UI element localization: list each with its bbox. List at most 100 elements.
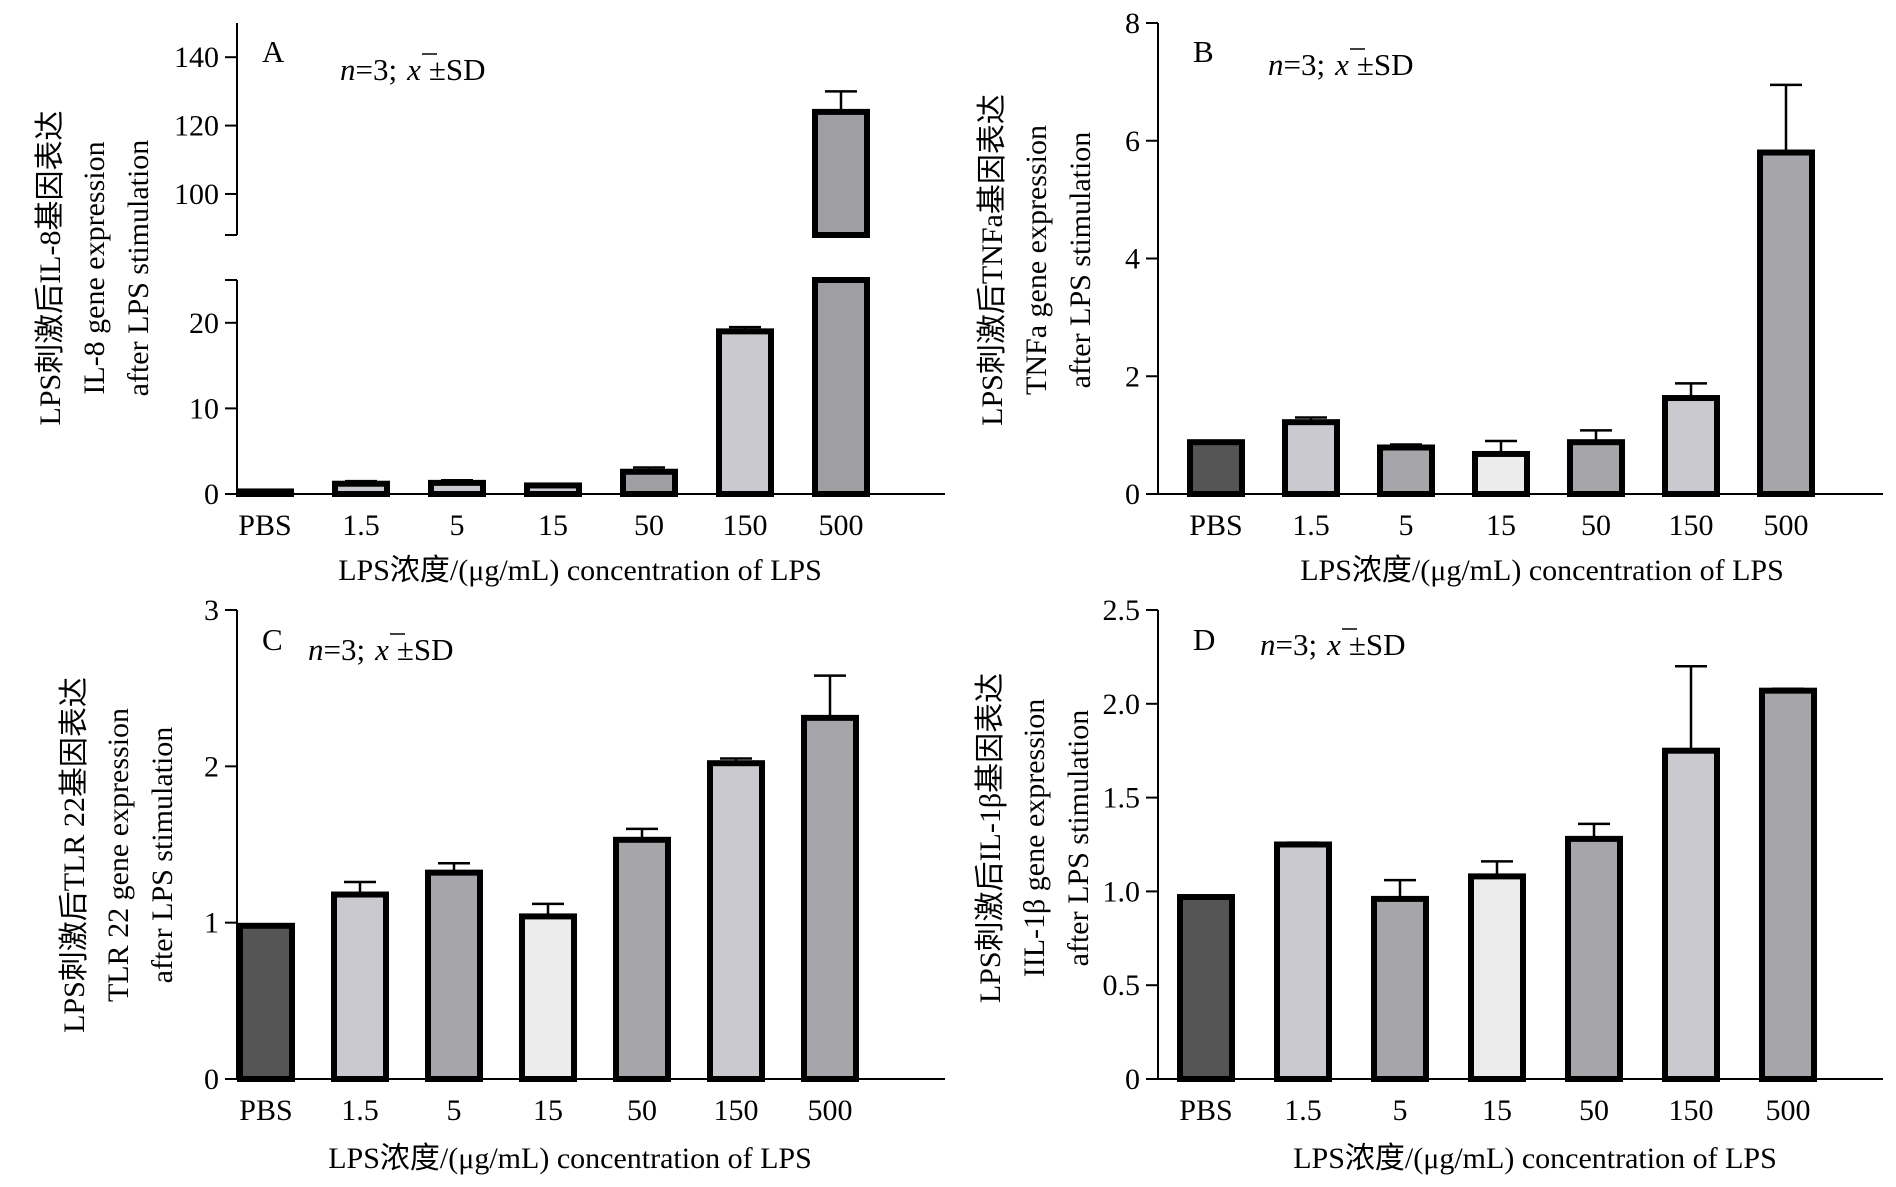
y-tick-label: 10: [189, 392, 219, 425]
x-tick-label: 15: [1486, 509, 1516, 542]
panel-letter: D: [1193, 622, 1215, 657]
y-axis-title-line: after LPS stimulation: [122, 140, 155, 397]
x-tick-label: 50: [1579, 1094, 1609, 1127]
y-tick-label: 100: [174, 178, 219, 211]
y-axis-title-line: after LPS stimulation: [1064, 132, 1097, 389]
y-tick-label: 4: [1125, 243, 1140, 276]
x-axis-title: LPS浓度/(μg/mL) concentration of LPS: [338, 554, 822, 587]
x-tick-label: 150: [714, 1094, 759, 1127]
bar: [812, 277, 870, 497]
stat-note-n: n: [340, 52, 356, 87]
x-tick-label: 5: [447, 1094, 462, 1127]
y-tick-label: 1: [204, 907, 219, 940]
bar: [1377, 444, 1435, 497]
stat-note-mean: x: [374, 632, 389, 667]
x-tick-label: 5: [1393, 1094, 1408, 1127]
x-tick-label: 1.5: [1292, 509, 1330, 542]
x-tick-label: 15: [538, 509, 568, 542]
y-tick-label: 0: [204, 478, 219, 511]
chart-panel-b: 0 2 4 6 8 PBS 1.5 5 15 50 150 500 B n=3; x ±SD LPS刺激后TNF…: [976, 7, 1883, 587]
panel-letter: A: [262, 34, 285, 69]
x-tick-label: PBS: [238, 509, 291, 542]
x-tick-label: 50: [627, 1094, 657, 1127]
bar: [1662, 395, 1720, 497]
y-tick-label: 8: [1125, 7, 1140, 40]
stat-note-n: n: [1260, 627, 1276, 662]
y-tick-label: 20: [189, 307, 219, 340]
y-tick-label: 0: [1125, 478, 1140, 511]
bar: [812, 108, 870, 238]
stat-note-count: =3;: [324, 632, 366, 667]
y-tick-label: 1.5: [1103, 782, 1141, 815]
x-tick-label: 500: [808, 1094, 853, 1127]
stat-note-count: =3;: [1276, 627, 1318, 662]
y-axis-title-line: LPS刺激后IL-1β基因表达: [974, 673, 1007, 1003]
bar: [1274, 841, 1332, 1082]
bar: [613, 836, 671, 1082]
bar: [801, 714, 859, 1082]
bar: [1187, 439, 1245, 498]
y-tick-label: 1.0: [1103, 875, 1141, 908]
stat-note: n=3; x ±SD: [1260, 627, 1406, 662]
bar: [1567, 439, 1625, 498]
x-tick-label: PBS: [1189, 509, 1242, 542]
y-axis-title-line: LPS刺激后TNFa基因表达: [976, 94, 1009, 426]
bar: [425, 869, 483, 1083]
x-tick-label: 1.5: [1284, 1094, 1322, 1127]
bar: [1371, 895, 1429, 1082]
stat-note-n: n: [308, 632, 324, 667]
y-axis-title-line: LPS刺激后IL-8基因表达: [34, 111, 67, 426]
bar: [1759, 687, 1817, 1083]
stat-note-sd: ±SD: [1349, 627, 1406, 662]
x-tick-label: 5: [450, 509, 465, 542]
x-tick-label: 150: [1669, 1094, 1714, 1127]
x-tick-label: 150: [723, 509, 768, 542]
bar: [332, 480, 390, 497]
bar: [716, 328, 774, 497]
bar: [519, 913, 577, 1082]
y-axis-title-line: TLR 22 gene expression: [102, 708, 135, 1002]
panel-letter: B: [1193, 34, 1214, 69]
x-tick-label: PBS: [1179, 1094, 1232, 1127]
stat-note-mean: x: [406, 52, 421, 87]
stat-note-count: =3;: [356, 52, 398, 87]
y-axis-title-line: LPS刺激后TLR 22基因表达: [58, 677, 91, 1033]
y-tick-label: 6: [1125, 125, 1140, 158]
bar: [1757, 149, 1815, 497]
stat-note-sd: ±SD: [1357, 47, 1414, 82]
bar: [707, 760, 765, 1082]
y-tick-label: 140: [174, 41, 219, 74]
x-tick-label: 5: [1399, 509, 1414, 542]
x-tick-label: 500: [1764, 509, 1809, 542]
bar: [524, 482, 582, 498]
panel-letter: C: [262, 622, 283, 657]
bar: [428, 479, 486, 498]
y-tick-label: 0: [204, 1063, 219, 1096]
x-tick-label: 15: [533, 1094, 563, 1127]
x-tick-label: 150: [1669, 509, 1714, 542]
stat-note: n=3; x ±SD: [340, 52, 486, 87]
x-axis-title: LPS浓度/(μg/mL) concentration of LPS: [328, 1142, 812, 1175]
bar: [1177, 894, 1235, 1083]
stat-note-mean: x: [1334, 47, 1349, 82]
chart-panel-d: 0 0.5 1.0 1.5 2.0 2.5 PBS 1.5 5 15 50 150 500 D n=3; x ±…: [974, 594, 1883, 1175]
y-axis-title-line: after LPS stimulation: [146, 727, 179, 984]
x-tick-label: 1.5: [342, 509, 380, 542]
x-tick-label: 500: [819, 509, 864, 542]
chart-panel-a: 0 10 20 100 120 140 PBS 1.5 5 15 50 150 500 An=3; x ±SD…: [34, 23, 945, 587]
y-axis-title-line: after LPS stimulation: [1062, 710, 1095, 967]
x-tick-label: PBS: [239, 1094, 292, 1127]
y-tick-label: 2.5: [1103, 594, 1141, 627]
stat-note-count: =3;: [1284, 47, 1326, 82]
bar: [1565, 835, 1623, 1083]
y-tick-label: 0.5: [1103, 969, 1141, 1002]
bar: [1468, 873, 1526, 1083]
x-tick-label: 15: [1482, 1094, 1512, 1127]
bar: [620, 468, 678, 497]
y-axis-title-line: IIL-1β gene expression: [1018, 699, 1051, 978]
y-tick-label: 3: [204, 594, 219, 627]
y-axis-title-line: IL-8 gene expression: [78, 141, 111, 394]
stat-note: n=3; x ±SD: [1268, 47, 1414, 82]
x-tick-label: 1.5: [341, 1094, 379, 1127]
